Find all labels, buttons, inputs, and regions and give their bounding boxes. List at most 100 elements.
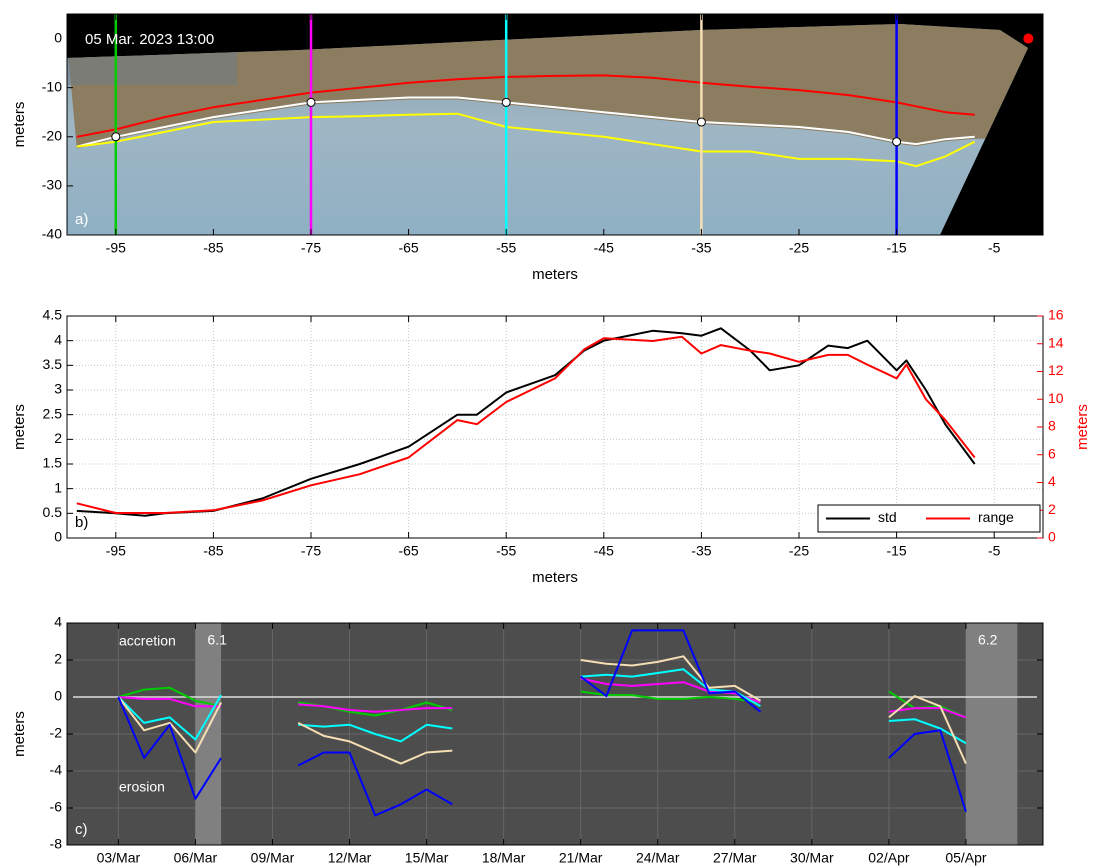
y-tick-label: 0 [54, 29, 62, 45]
y2-axis-label: meters [1074, 404, 1091, 450]
y-tick-label: 2.5 [43, 405, 63, 421]
series-line [117, 668, 967, 745]
y2-tick-label: 6 [1048, 445, 1056, 461]
x-tick-label: 09/Mar [251, 850, 295, 866]
timestamp: 05 Mar. 2023 13:00 [85, 31, 214, 48]
x-tick-label: -65 [398, 240, 418, 256]
y2-tick-label: 0 [1048, 529, 1056, 545]
x-tick-label: -85 [203, 240, 223, 256]
x-tick-label: -35 [691, 240, 711, 256]
y-tick-label: 4.5 [43, 307, 63, 323]
transect-point [306, 97, 316, 107]
x-tick-label: -65 [398, 543, 418, 559]
y-tick-label: -30 [42, 177, 62, 193]
transect-point [501, 97, 511, 107]
panel: -95 -85 -75 -65 -55 -45 -35 -25 -15 -5 -40 -30 -20 -1… [11, 13, 1044, 283]
x-tick-label: -75 [301, 240, 321, 256]
y-tick-label: 2 [54, 430, 62, 446]
x-tick-label: -95 [106, 240, 126, 256]
x-tick-label: -35 [691, 543, 711, 559]
event-band [965, 623, 1018, 845]
panel-label: b) [75, 514, 88, 531]
y-axis-label: meters [11, 102, 28, 148]
x-tick-label: 05/Apr [945, 850, 987, 866]
series-line [76, 112, 976, 168]
y-tick-label: 4 [54, 614, 62, 630]
x-tick-label: 27/Mar [713, 850, 757, 866]
series-line [118, 677, 967, 719]
y2-tick-label: 2 [1048, 501, 1056, 517]
panel: 6.1 6.2 03/Mar 06/Mar 09/Mar 12/Mar 15/Mar 18/M… [11, 614, 1044, 866]
x-tick-label: 30/Mar [790, 850, 834, 866]
series-line [118, 686, 967, 719]
series-line [117, 655, 967, 765]
series-line [76, 74, 975, 138]
y-tick-label: -6 [50, 799, 63, 815]
y-tick-label: 1.5 [43, 455, 63, 471]
panel: -95 -85 -75 -65 -55 -45 -35 -25 -15 -5 0 0.5 1 1.5 2 2.… [11, 307, 1091, 586]
lower-note: erosion [119, 779, 165, 795]
x-tick-label: -55 [496, 240, 516, 256]
y-tick-label: -4 [50, 762, 63, 778]
x-tick-label: -5 [988, 240, 1001, 256]
y-tick-label: -20 [42, 127, 62, 143]
y2-tick-label: 4 [1048, 473, 1056, 489]
x-tick-label: 18/Mar [482, 850, 526, 866]
x-tick-label: -15 [886, 240, 906, 256]
x-tick-label: 03/Mar [97, 850, 141, 866]
y-tick-label: -8 [50, 836, 63, 852]
legend-label: std [878, 509, 897, 525]
legend-label: range [978, 509, 1014, 525]
y-tick-label: -10 [42, 78, 62, 94]
x-axis-label: meters [532, 266, 578, 283]
x-tick-label: 06/Mar [174, 850, 218, 866]
y-axis-label: meters [11, 404, 28, 450]
x-tick-label: -75 [301, 543, 321, 559]
x-tick-label: -95 [106, 543, 126, 559]
x-axis-label: meters [532, 569, 578, 586]
y-tick-label: 1 [54, 479, 62, 495]
x-tick-label: 02/Apr [868, 850, 910, 866]
y-tick-label: 0.5 [43, 504, 63, 520]
x-tick-label: -45 [594, 240, 614, 256]
y2-tick-label: 12 [1048, 362, 1064, 378]
series-line [76, 335, 976, 514]
series-line [76, 96, 975, 148]
transect-point [892, 137, 902, 147]
x-tick-label: -25 [789, 543, 809, 559]
x-tick-label: 21/Mar [559, 850, 603, 866]
event-label: 6.1 [207, 632, 227, 648]
y2-tick-label: 16 [1048, 307, 1064, 323]
x-tick-label: -85 [203, 543, 223, 559]
y-tick-label: 3.5 [43, 356, 63, 372]
y-tick-label: 2 [54, 651, 62, 667]
x-tick-label: 12/Mar [328, 850, 372, 866]
x-tick-label: 24/Mar [636, 850, 680, 866]
y2-tick-label: 8 [1048, 418, 1056, 434]
y-tick-label: -2 [50, 725, 63, 741]
transect-point [696, 117, 706, 127]
panel-label: a) [75, 211, 88, 228]
y-tick-label: 4 [54, 331, 62, 347]
camera-marker [1023, 33, 1034, 44]
x-tick-label: 15/Mar [405, 850, 449, 866]
x-tick-label: -25 [789, 240, 809, 256]
x-tick-label: -15 [886, 543, 906, 559]
plot-frame [66, 13, 1044, 236]
x-tick-label: -45 [594, 543, 614, 559]
series-line [117, 629, 967, 817]
x-tick-label: -55 [496, 543, 516, 559]
y-tick-label: 3 [54, 381, 62, 397]
upper-note: accretion [119, 633, 176, 649]
y-tick-label: -40 [42, 226, 62, 242]
y-tick-label: 0 [54, 688, 62, 704]
y-tick-label: 0 [54, 529, 62, 545]
transect-point [111, 132, 121, 142]
y2-tick-label: 14 [1048, 334, 1064, 350]
y-axis-label: meters [11, 711, 28, 757]
series-line [76, 327, 976, 517]
y2-tick-label: 10 [1048, 390, 1064, 406]
panel-label: c) [75, 821, 88, 838]
